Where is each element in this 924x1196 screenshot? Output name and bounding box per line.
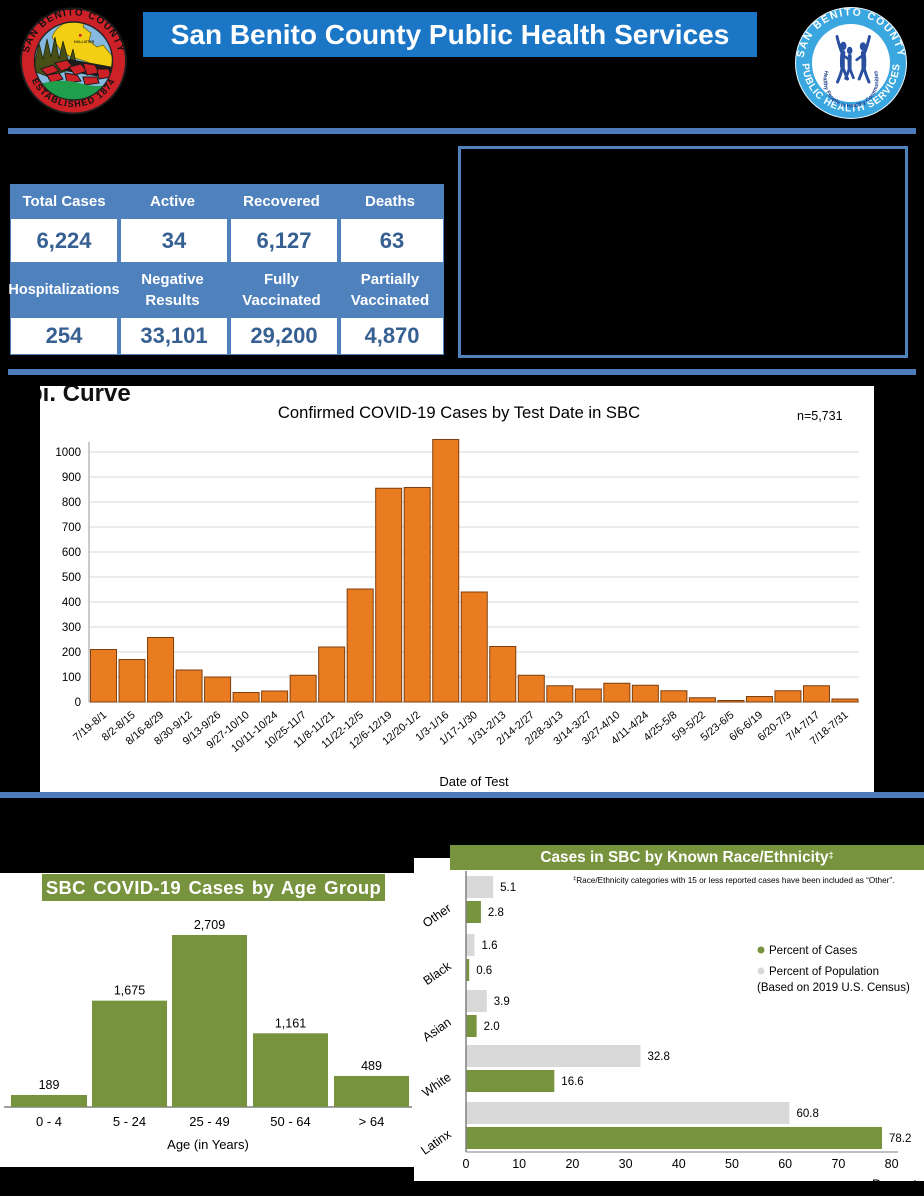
svg-text:5 - 24: 5 - 24: [113, 1114, 146, 1129]
svg-text:0: 0: [463, 1157, 470, 1171]
svg-text:700: 700: [62, 522, 81, 534]
svg-text:1.6: 1.6: [482, 940, 498, 952]
svg-text:50 - 64: 50 - 64: [270, 1114, 310, 1129]
svg-text:60.8: 60.8: [796, 1108, 818, 1120]
svg-text:1,161: 1,161: [275, 1016, 306, 1030]
svg-text:Age (in Years): Age (in Years): [167, 1137, 249, 1152]
svg-text:5.1: 5.1: [500, 882, 516, 894]
svg-text:Asian: Asian: [420, 1015, 454, 1044]
svg-text:300: 300: [62, 622, 81, 634]
svg-text:Date of Test: Date of Test: [439, 774, 509, 789]
svg-text:> 64: > 64: [359, 1114, 385, 1129]
svg-text:50: 50: [725, 1157, 739, 1171]
svg-text:Percent: Percent: [872, 1177, 917, 1182]
svg-text:0.6: 0.6: [476, 965, 492, 977]
svg-text:2.8: 2.8: [488, 907, 504, 919]
svg-text:0 - 4: 0 - 4: [36, 1114, 62, 1129]
svg-text:Percent of Population: Percent of Population: [769, 966, 879, 978]
svg-text:600: 600: [62, 547, 81, 559]
svg-text:10: 10: [512, 1157, 526, 1171]
svg-text:25 - 49: 25 - 49: [189, 1114, 229, 1129]
svg-text:78.2: 78.2: [889, 1133, 911, 1145]
svg-text:2,709: 2,709: [194, 918, 225, 932]
svg-text:489: 489: [361, 1059, 382, 1073]
svg-text:HOLLISTER: HOLLISTER: [74, 40, 95, 44]
svg-text:80: 80: [885, 1157, 899, 1171]
svg-text:100: 100: [62, 672, 81, 684]
svg-text:‡Race/Ethnicity categories wit: ‡Race/Ethnicity categories with 15 or le…: [573, 876, 894, 885]
svg-text:Percent of Cases: Percent of Cases: [769, 945, 857, 957]
svg-text:32.8: 32.8: [647, 1051, 669, 1063]
svg-text:40: 40: [672, 1157, 686, 1171]
svg-text:16.6: 16.6: [561, 1076, 583, 1088]
svg-text:1000: 1000: [55, 447, 81, 459]
svg-text:400: 400: [62, 597, 81, 609]
svg-text:Other: Other: [420, 901, 454, 930]
svg-text:900: 900: [62, 472, 81, 484]
svg-text:70: 70: [831, 1157, 845, 1171]
svg-text:800: 800: [62, 497, 81, 509]
svg-text:60: 60: [778, 1157, 792, 1171]
svg-text:500: 500: [62, 572, 81, 584]
svg-text:30: 30: [619, 1157, 633, 1171]
svg-text:White: White: [420, 1070, 454, 1100]
svg-text:200: 200: [62, 647, 81, 659]
svg-text:20: 20: [565, 1157, 579, 1171]
svg-text:2.0: 2.0: [484, 1021, 500, 1033]
svg-text:0: 0: [75, 697, 81, 709]
svg-text:3.9: 3.9: [494, 996, 510, 1008]
svg-text:Black: Black: [421, 959, 455, 988]
svg-text:Latinx: Latinx: [418, 1127, 454, 1158]
svg-text:(Based on 2019 U.S. Census): (Based on 2019 U.S. Census): [757, 982, 910, 994]
svg-text:189: 189: [39, 1078, 60, 1092]
svg-text:1,675: 1,675: [114, 984, 145, 998]
